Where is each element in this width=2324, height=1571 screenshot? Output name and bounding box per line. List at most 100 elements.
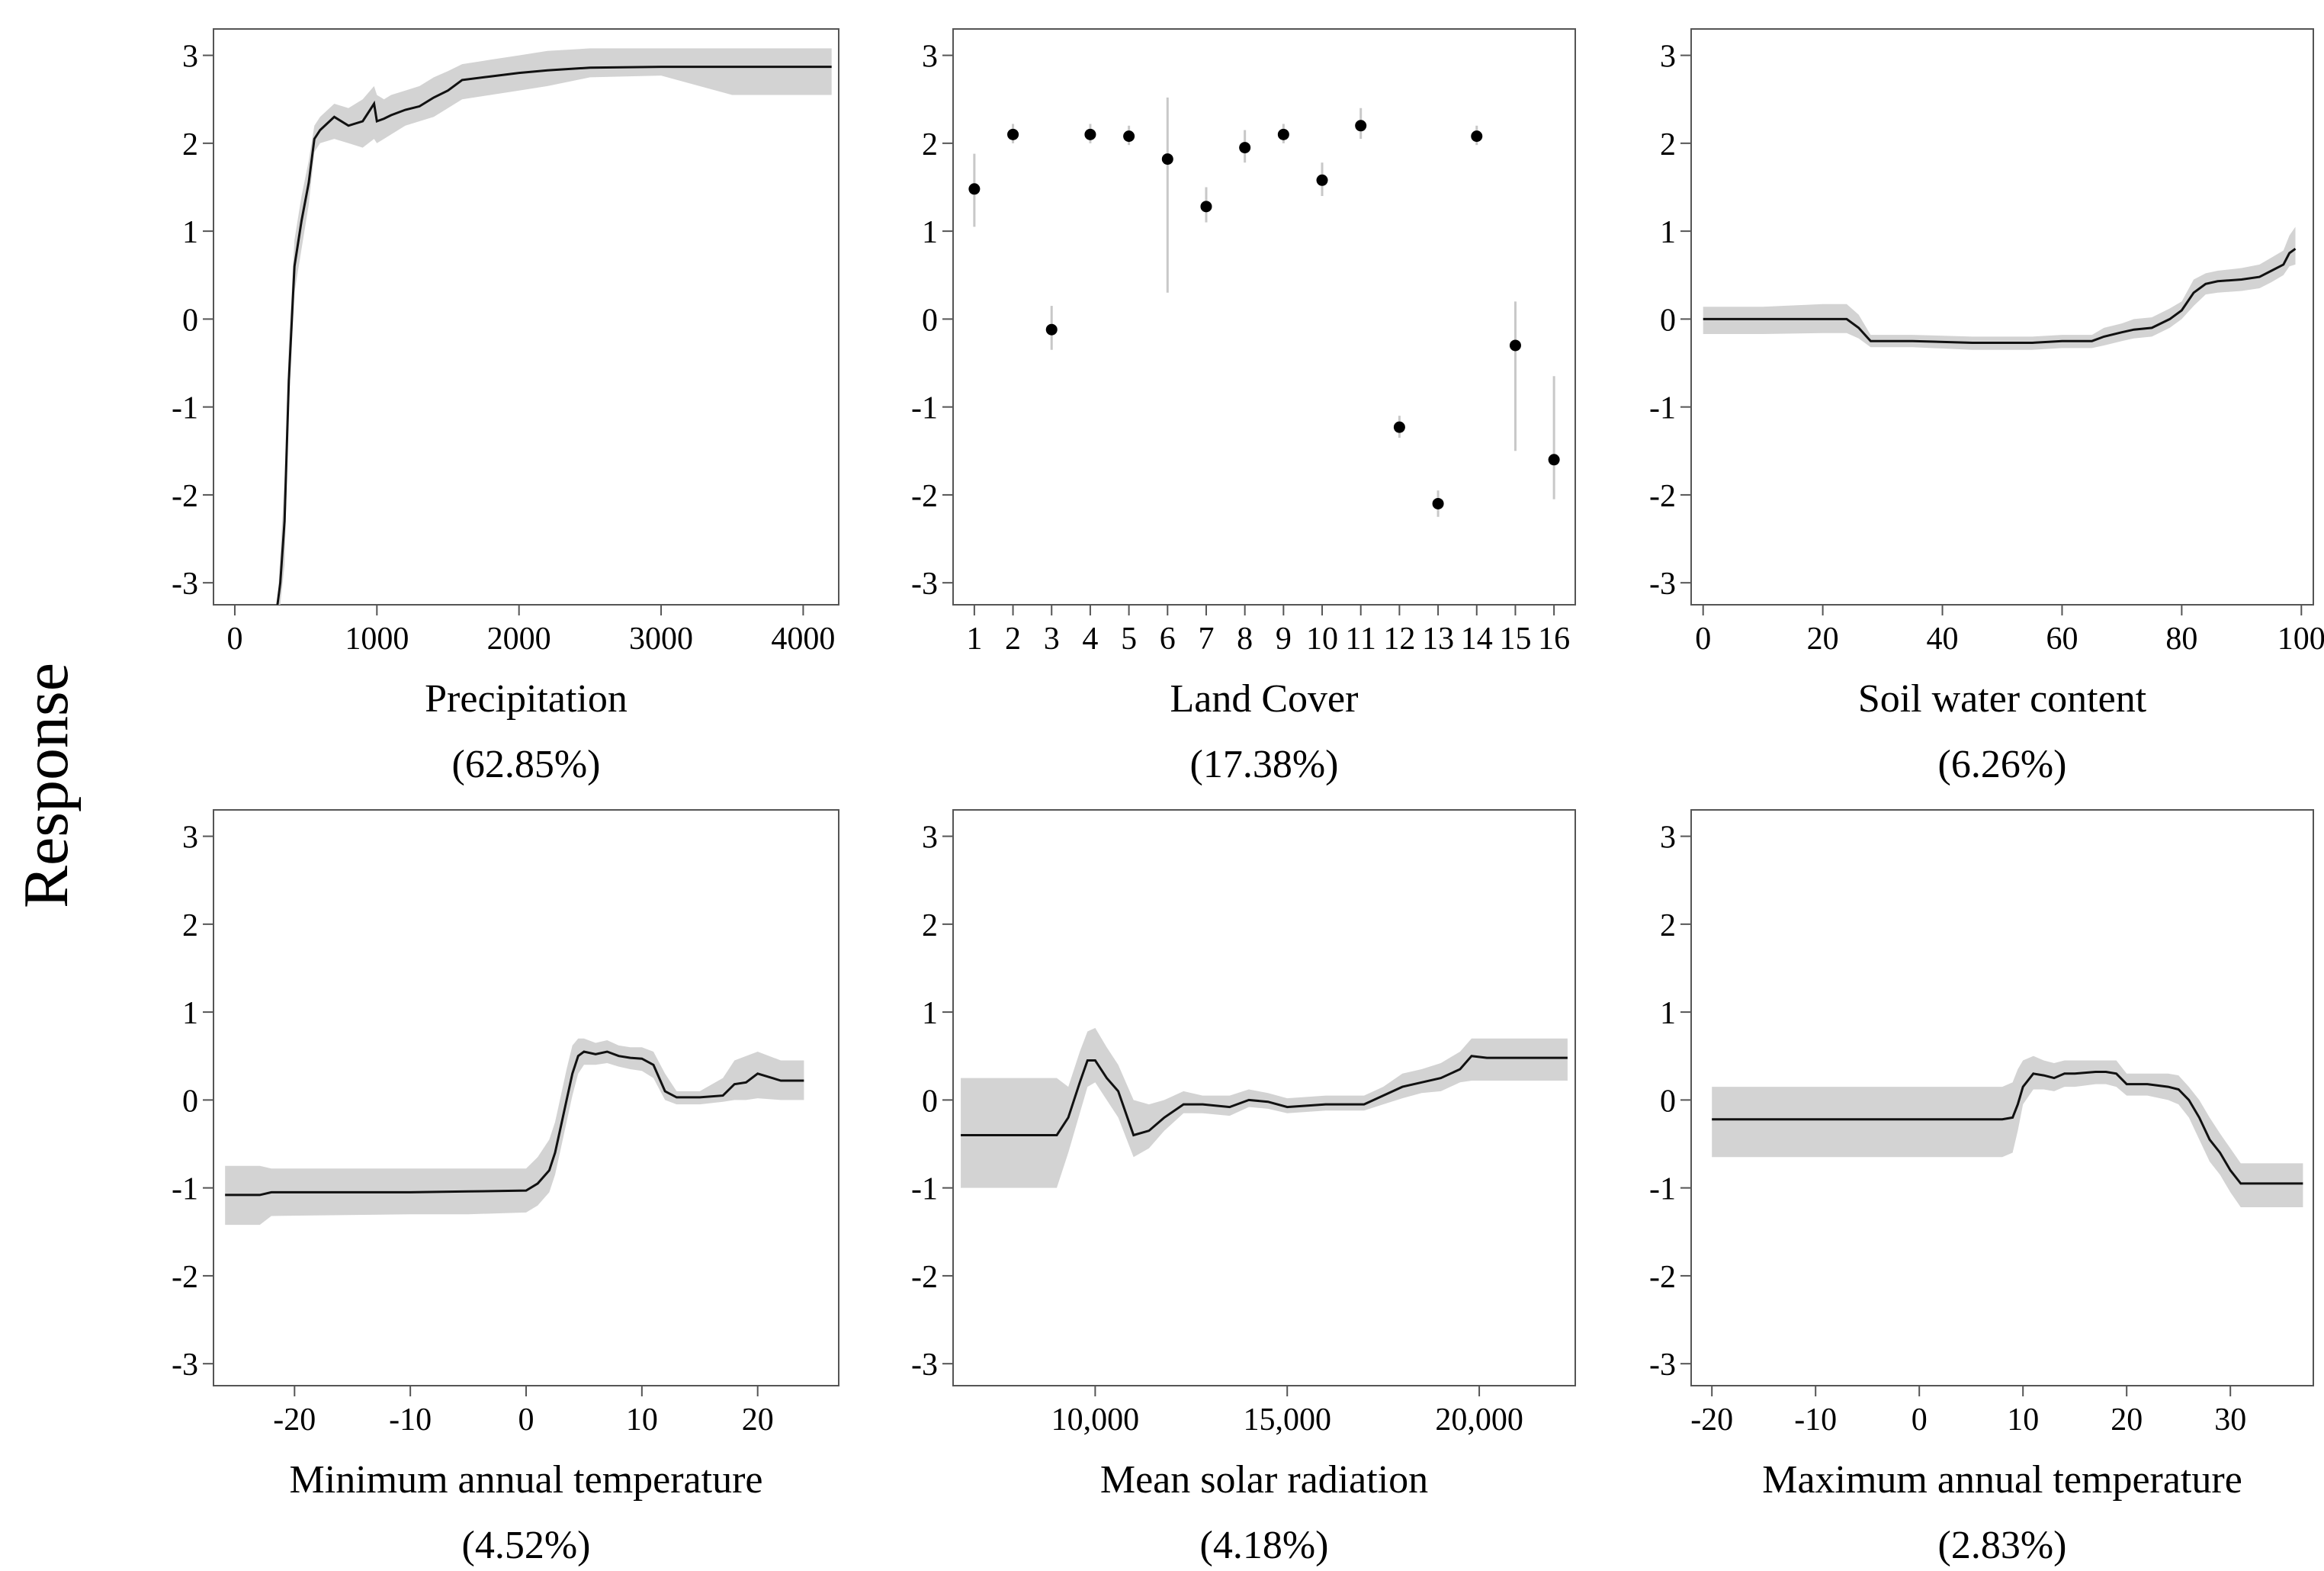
chart-panel-3: 3 2 1 0 -1 -2 -3 0 20 40 60 80 100 Soil water content…: [1649, 28, 2324, 786]
x-tick-label: 16: [1538, 622, 1570, 657]
y-tick-label: 0: [922, 1084, 938, 1119]
x-tick-label: 4: [1082, 622, 1098, 657]
data-point: [1200, 201, 1212, 213]
x-tick-label: 20: [1807, 622, 1839, 657]
x-tick-label: 1: [966, 622, 982, 657]
confidence-band: [1712, 1055, 2303, 1207]
plot-area: [968, 97, 1560, 517]
x-tick-label: 4000: [771, 622, 835, 657]
plot-frame: [1690, 28, 2314, 606]
importance-label: (4.52%): [462, 1524, 591, 1567]
plot-frame: [952, 809, 1576, 1386]
x-tick-label: 10: [1306, 622, 1338, 657]
y-tick-label: 2: [1660, 908, 1676, 943]
y-tick-label: 1: [1660, 215, 1676, 250]
x-tick-label: -20: [1690, 1402, 1733, 1438]
y-tick-label: -2: [911, 1260, 938, 1295]
data-point: [1316, 174, 1328, 186]
plot-area: [1712, 1055, 2303, 1207]
x-tick-label: 20: [742, 1402, 774, 1438]
response-line: [1703, 247, 2297, 344]
x-tick-label: 8: [1237, 622, 1253, 657]
importance-label: (17.38%): [1190, 743, 1339, 786]
x-tick-label: 14: [1461, 622, 1493, 657]
y-tick-label: -2: [1649, 1260, 1676, 1295]
response-line: [225, 1050, 804, 1197]
x-tick-label: 10: [626, 1402, 658, 1438]
y-tick-label: 3: [182, 821, 198, 856]
x-tick-label: 12: [1383, 622, 1415, 657]
plot-frame: [952, 28, 1576, 606]
x-tick-label: 20,000: [1435, 1402, 1523, 1438]
y-tick-label: 0: [1660, 1084, 1676, 1119]
x-tick-label: 7: [1198, 622, 1214, 657]
response-line: [1712, 1071, 2303, 1185]
x-tick-label: 15: [1499, 622, 1531, 657]
y-tick-label: 2: [182, 908, 198, 943]
data-point: [1432, 497, 1444, 509]
y-tick-label: -2: [172, 1260, 198, 1295]
y-tick-label: 1: [182, 215, 198, 250]
x-tick-label: 0: [1912, 1402, 1928, 1438]
y-tick-label: 2: [1660, 127, 1676, 162]
y-tick-label: -3: [911, 1348, 938, 1383]
data-point: [1123, 130, 1135, 143]
y-tick-label: -2: [1649, 479, 1676, 514]
x-tick-label: 6: [1160, 622, 1176, 657]
plot-area: [276, 48, 832, 605]
y-tick-label: 2: [922, 908, 938, 943]
x-tick-label: -20: [273, 1402, 316, 1438]
x-tick-label: 1000: [345, 622, 409, 657]
x-axis-label: Land Cover: [1170, 677, 1359, 721]
x-tick-label: 10: [2007, 1402, 2039, 1438]
data-point: [1509, 339, 1521, 352]
y-tick-label: 0: [182, 303, 198, 338]
x-axis-label: Maximum annual temperature: [1762, 1458, 2242, 1502]
x-axis-label: Soil water content: [1858, 677, 2147, 721]
plot-area: [1703, 226, 2297, 350]
data-point: [1045, 323, 1058, 336]
confidence-band: [1703, 226, 2296, 350]
y-tick-label: -3: [1649, 1348, 1676, 1383]
y-tick-label: -3: [172, 567, 198, 602]
y-tick-label: -2: [911, 479, 938, 514]
x-tick-label: 15,000: [1243, 1402, 1331, 1438]
y-tick-label: -1: [172, 391, 198, 426]
confidence-band: [277, 48, 832, 605]
x-tick-label: 0: [518, 1402, 534, 1438]
y-tick-label: -1: [1649, 391, 1676, 426]
response-line: [961, 1055, 1568, 1137]
x-axis-label: Precipitation: [425, 677, 628, 721]
x-tick-label: 5: [1121, 622, 1137, 657]
x-tick-label: 2000: [487, 622, 551, 657]
y-tick-label: -3: [172, 1348, 198, 1383]
data-point: [1239, 142, 1251, 154]
y-tick-label: -1: [911, 391, 938, 426]
plot-frame: [1690, 809, 2314, 1386]
x-tick-label: 100: [2277, 622, 2324, 657]
importance-label: (2.83%): [1938, 1524, 2067, 1567]
data-point: [1355, 120, 1367, 132]
data-point: [1277, 128, 1289, 140]
chart-panel-1: 3 2 1 0 -1 -2 -3 0 1000 2000 3000 4000 Precipitation…: [172, 28, 839, 786]
y-tick-label: 1: [922, 996, 938, 1031]
x-tick-label: 3000: [629, 622, 693, 657]
data-point: [968, 183, 981, 195]
x-tick-label: 9: [1276, 622, 1292, 657]
y-tick-label: -1: [1649, 1172, 1676, 1207]
x-axis-label: Mean solar radiation: [1100, 1458, 1428, 1502]
y-tick-label: 2: [922, 127, 938, 162]
x-tick-label: 40: [1927, 622, 1959, 657]
x-tick-label: -10: [1794, 1402, 1837, 1438]
figure-ylabel: Response: [11, 663, 82, 908]
x-tick-label: 13: [1422, 622, 1454, 657]
importance-label: (4.18%): [1200, 1524, 1329, 1567]
y-tick-label: 3: [922, 821, 938, 856]
data-point: [1471, 130, 1483, 143]
